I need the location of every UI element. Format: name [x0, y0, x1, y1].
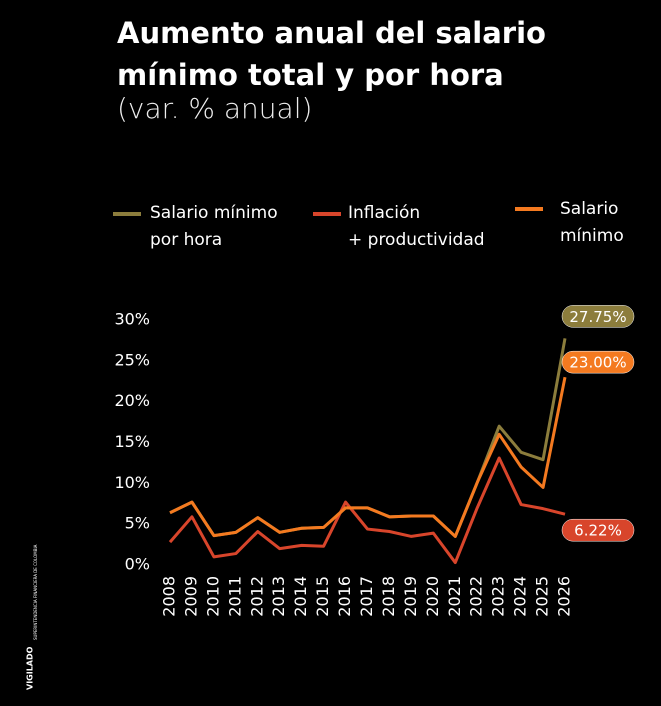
x-tick-group: 2009	[181, 576, 200, 617]
legend-label: Inflación + productividad	[348, 203, 485, 250]
legend-swatch	[113, 212, 141, 216]
x-tick-group: 2016	[335, 576, 354, 617]
x-tick-label: 2022	[467, 576, 486, 617]
x-tick-label: 2019	[401, 576, 420, 617]
x-tick-group: 2014	[291, 576, 310, 617]
series-line	[169, 376, 567, 538]
x-tick-group: 2008	[160, 576, 179, 617]
x-tick-label: 2025	[533, 576, 552, 617]
x-tick-group: 2024	[511, 576, 530, 617]
y-tick-label: 0%	[125, 555, 150, 574]
end-label: 23.00%	[569, 354, 626, 372]
x-tick-group: 2022	[467, 576, 486, 617]
x-tick-label: 2014	[291, 576, 310, 617]
x-tick-group: 2023	[489, 576, 508, 617]
x-tick-label: 2023	[489, 576, 508, 617]
end-label: 27.75%	[569, 308, 626, 326]
y-tick-label: 30%	[114, 310, 150, 329]
legend-swatch	[313, 212, 341, 216]
x-tick-label: 2013	[269, 576, 288, 617]
x-tick-label: 2011	[225, 576, 244, 617]
legend-swatch	[515, 207, 543, 211]
x-tick-label: 2010	[203, 576, 222, 617]
x-tick-label: 2009	[181, 576, 200, 617]
x-tick-group: 2012	[247, 576, 266, 617]
x-tick-label: 2017	[357, 576, 376, 617]
end-label: 6.22%	[574, 522, 622, 540]
legend-label: Salario mínimo por hora	[150, 203, 278, 250]
x-tick-label: 2015	[313, 576, 332, 617]
series-line	[168, 456, 566, 565]
x-tick-group: 2018	[379, 576, 398, 617]
end-label-box	[561, 350, 635, 374]
x-tick-label: 2016	[335, 576, 354, 617]
x-tick-label: 2018	[379, 576, 398, 617]
x-tick-group: 2019	[401, 576, 420, 617]
x-tick-group: 2026	[555, 576, 574, 617]
y-tick-label: 5%	[125, 514, 150, 533]
x-tick-group: 2020	[423, 576, 442, 617]
legend-label: Salario mínimo	[560, 199, 624, 246]
x-tick-group: 2011	[225, 576, 244, 617]
chart-title: Aumento anual del salario mínimo total y…	[117, 16, 546, 92]
y-tick-label: 15%	[114, 432, 150, 451]
y-tick-label: 10%	[114, 473, 150, 492]
x-tick-label: 2024	[511, 576, 530, 617]
side-note: VIGILADO	[26, 646, 35, 690]
x-tick-label: 2008	[160, 576, 179, 617]
x-tick-label: 2021	[445, 576, 464, 617]
x-tick-group: 2025	[533, 576, 552, 617]
y-tick-label: 20%	[114, 391, 150, 410]
end-label-box	[561, 518, 635, 542]
end-label-box	[561, 305, 635, 328]
x-tick-label: 2012	[247, 576, 266, 617]
x-tick-group: 2015	[313, 576, 332, 617]
y-tick-label: 25%	[114, 350, 150, 369]
x-tick-group: 2017	[357, 576, 376, 617]
side-note-group: VIGILADO SUPERINTENDENCIA FINANCIERA DE C…	[26, 544, 39, 690]
side-note-detail: SUPERINTENDENCIA FINANCIERA DE COLOMBIA	[33, 544, 38, 640]
x-tick-group: 2010	[203, 576, 222, 617]
x-tick-label: 2026	[555, 576, 574, 617]
x-tick-group: 2021	[445, 576, 464, 617]
x-tick-label: 2020	[423, 576, 442, 617]
x-tick-group: 2013	[269, 576, 288, 617]
chart-subtitle: (var. % anual)	[117, 92, 313, 125]
